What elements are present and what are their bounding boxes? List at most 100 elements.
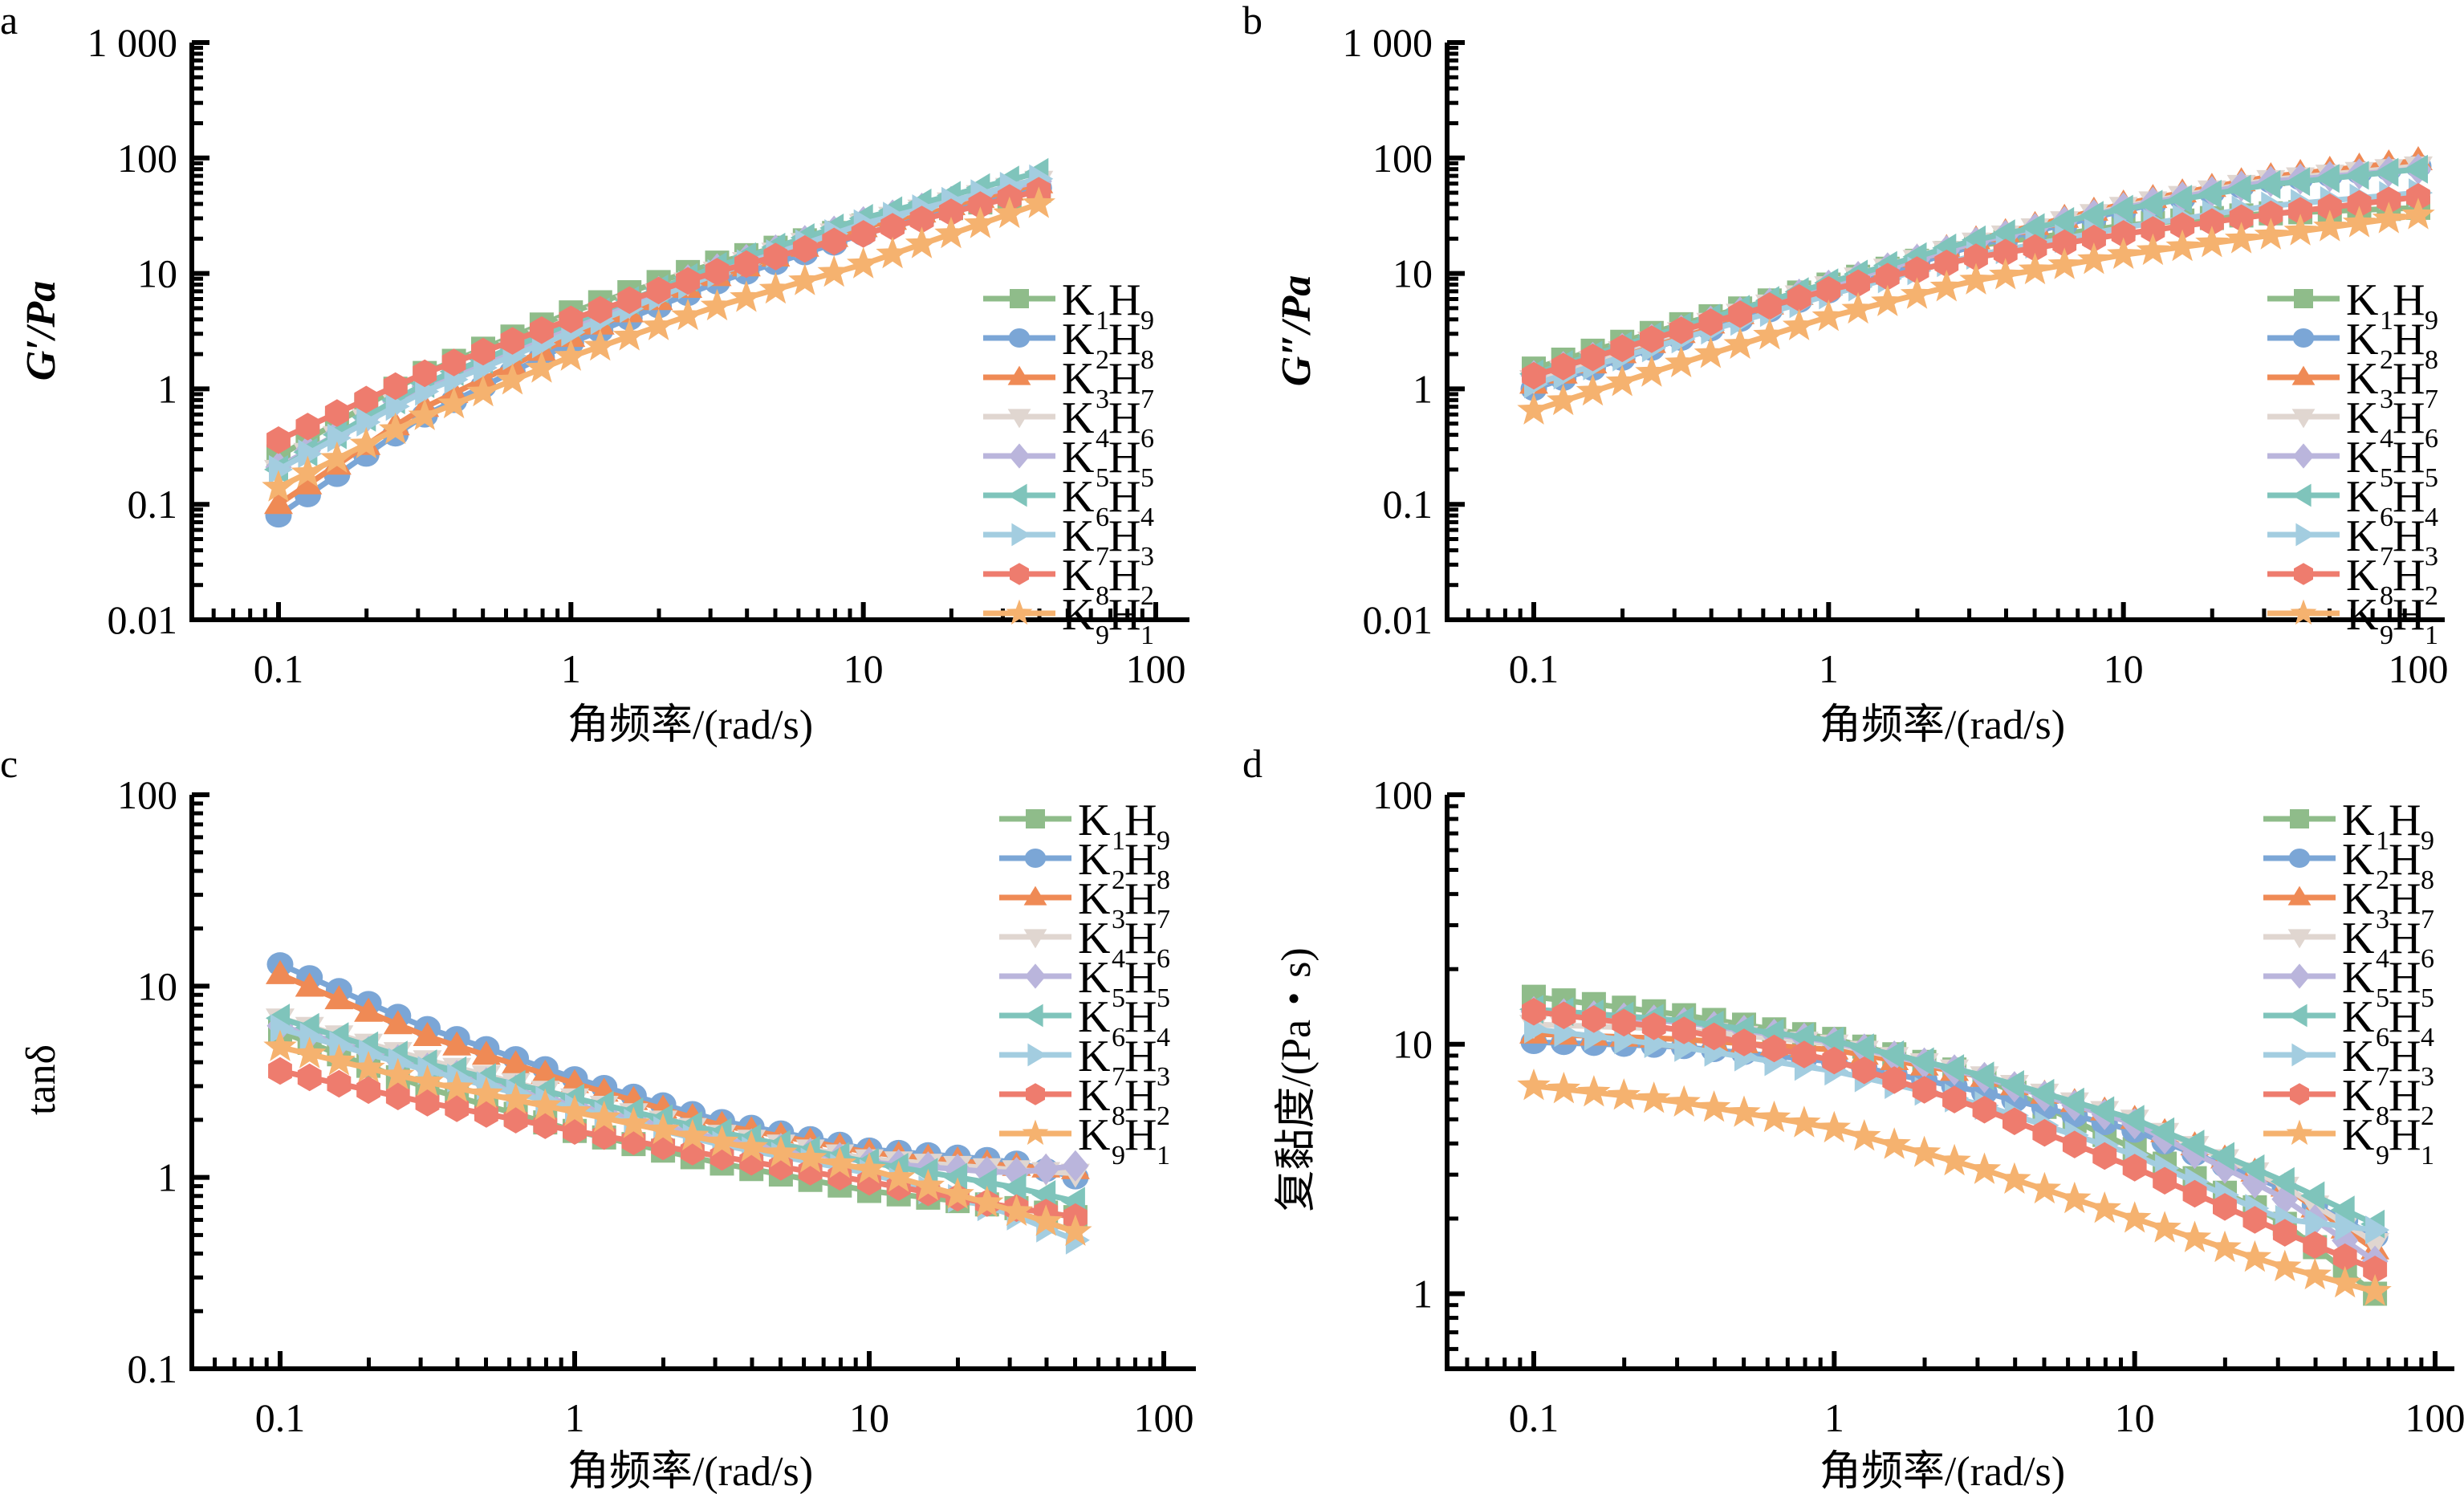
- legend-item-K2H8: K H2 8: [983, 315, 1154, 375]
- data-point-K9H1: [1637, 1081, 1671, 1113]
- data-point-K6H4: [2300, 1181, 2325, 1211]
- data-point-K9H1: [1959, 263, 1993, 295]
- legend-item-K3H7: K H3 7: [2263, 874, 2434, 934]
- data-point-K8H2: [471, 337, 495, 366]
- series-K8H2: [1522, 998, 2388, 1284]
- legend-label-h: H: [1124, 953, 1157, 1003]
- data-point-K8H2: [2153, 1166, 2177, 1195]
- legend-label-k: K: [2342, 874, 2374, 924]
- data-point-K9H1: [700, 288, 734, 321]
- data-point-K9H1: [1667, 1085, 1701, 1117]
- data-point-K8H2: [266, 426, 291, 454]
- y-tick-label: 1 000: [1343, 20, 1433, 65]
- data-point-K9H1: [1841, 291, 1875, 324]
- data-point-K9H1: [410, 1065, 445, 1097]
- data-point-K8H2: [1792, 1040, 1816, 1069]
- legend-label-k: K: [2342, 914, 2374, 963]
- legend-k-number: 8: [1112, 1101, 1125, 1131]
- legend-k-number: 9: [1112, 1141, 1125, 1170]
- data-point-K6H4: [1002, 1173, 1027, 1203]
- legend-item-K5H5: K H5 5: [983, 433, 1154, 493]
- data-point-K3H7: [266, 959, 295, 984]
- data-point-K8H2: [413, 359, 437, 388]
- data-point-K9H1: [852, 1152, 886, 1184]
- x-tick-label: 10: [849, 1395, 889, 1440]
- data-point-K9H1: [2358, 1274, 2392, 1306]
- series-K8H2: [266, 177, 1051, 454]
- legend-label-h: H: [2389, 835, 2421, 885]
- panel-c-axes: 0.1 1 10 100 0.1 1 10 100: [117, 772, 1196, 1440]
- legend-item-K2H8: K H2 8: [999, 835, 1170, 895]
- legend-label-h: H: [1124, 796, 1157, 845]
- data-point-K8H2: [295, 413, 320, 441]
- series-line-K6H4: [279, 1015, 1076, 1204]
- data-point-K9H1: [440, 1070, 474, 1102]
- data-point-K8H2: [2259, 200, 2283, 229]
- data-point-K9H1: [466, 375, 500, 407]
- series-K9H1: [1517, 197, 2435, 425]
- data-point-K9H1: [263, 1029, 297, 1061]
- y-tick-label: 100: [117, 772, 177, 817]
- data-point-K8H2: [2303, 1231, 2328, 1260]
- data-point-K8H2: [1732, 1028, 1756, 1056]
- y-tick-label: 1: [1413, 1271, 1433, 1316]
- data-point-K9H1: [2027, 1171, 2062, 1204]
- y-tick-label: 10: [1393, 251, 1433, 296]
- data-point-K3H7: [264, 490, 293, 515]
- legend-k-number: 7: [2380, 542, 2393, 572]
- data-point-K9H1: [1848, 1119, 1881, 1151]
- legend-label-k: K: [2346, 551, 2378, 600]
- y-tick-label: 100: [117, 136, 177, 181]
- y-tick-label: 1: [157, 1155, 177, 1200]
- legend-marker-triangle-left: [1007, 483, 1027, 507]
- data-point-K7H3: [385, 392, 410, 421]
- data-point-K9H1: [379, 412, 413, 445]
- data-point-K9H1: [1782, 308, 1816, 340]
- legend-label-h: H: [1108, 551, 1141, 600]
- legend-h-number: 2: [2425, 581, 2438, 611]
- legend-k-number: 1: [1112, 826, 1125, 856]
- data-point-K6H4: [2020, 213, 2045, 242]
- data-point-K6H4: [2120, 1105, 2145, 1134]
- data-point-K9H1: [2018, 252, 2052, 285]
- legend-label-h: H: [2393, 315, 2425, 364]
- data-point-K3H7: [383, 1010, 413, 1035]
- data-point-K9H1: [817, 254, 851, 287]
- data-point-K8H2: [968, 191, 993, 219]
- legend-k-number: 8: [2380, 581, 2393, 611]
- legend-h-number: 4: [2421, 1023, 2434, 1052]
- data-point-K8H2: [1942, 1085, 1966, 1113]
- legend-label-h: H: [2389, 874, 2421, 924]
- legend-label-k: K: [1062, 551, 1094, 600]
- legend-label-k: K: [2346, 315, 2378, 364]
- data-point-K9H1: [1787, 1105, 1821, 1138]
- legend-label-h: H: [1108, 275, 1141, 325]
- panel-c-y-axis-title: tanδ: [18, 1044, 64, 1115]
- data-point-K8H2: [327, 1069, 352, 1098]
- data-point-K9H1: [1665, 345, 1698, 377]
- data-point-K8H2: [2141, 216, 2165, 244]
- y-tick-label: 0.1: [128, 482, 178, 527]
- data-point-K8H2: [385, 1082, 410, 1110]
- legend-k-number: 4: [1112, 944, 1125, 974]
- data-point-K8H2: [705, 258, 730, 286]
- data-point-K3H7: [531, 1059, 560, 1084]
- panel-d-legend: K H1 9K H2 8K H3 7K H4 6K H5 5K H6 4K H7 3K H8 2K H9 1: [2263, 796, 2434, 1170]
- data-point-K9H1: [525, 351, 559, 383]
- legend-label-h: H: [1108, 433, 1141, 482]
- data-point-K6H4: [1909, 1047, 1934, 1077]
- legend-item-K5H5: K H5 5: [999, 953, 1170, 1013]
- legend-h-number: 9: [1157, 826, 1170, 856]
- y-tick-label: 10: [1393, 1022, 1433, 1067]
- data-point-K8H2: [1905, 256, 1929, 284]
- legend-h-number: 8: [2425, 345, 2438, 375]
- legend-h-number: 1: [1157, 1141, 1170, 1170]
- data-point-K8H2: [1912, 1076, 1937, 1104]
- y-tick-label: 10: [137, 251, 177, 296]
- data-point-K9H1: [349, 426, 383, 459]
- y-tick-label: 1: [1413, 366, 1433, 411]
- legend-h-number: 1: [1141, 621, 1154, 650]
- data-point-K5H5: [1062, 1150, 1089, 1182]
